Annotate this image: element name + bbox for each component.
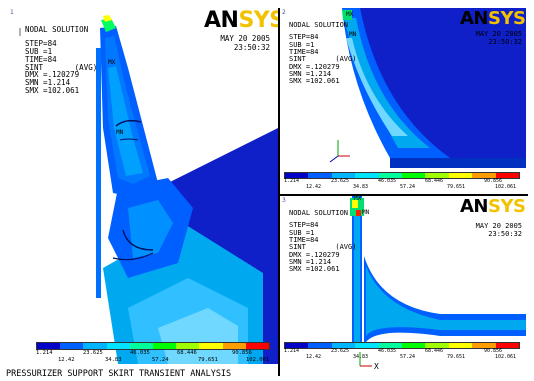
info-dmx: DMX =.120279: [25, 70, 80, 80]
info-sint: SINT (AVG): [25, 62, 98, 72]
axis-triad-3: [359, 352, 372, 367]
legend-color-bar: [284, 342, 520, 349]
plot-caption: PRESSURIZER SUPPORT SKIRT TRANSIENT ANAL…: [6, 369, 232, 379]
contour-legend-2: 1.214 23.625 46.035 68.446 90.856 12.42 …: [284, 172, 520, 190]
axis-label-x-3: X: [374, 362, 379, 371]
ansys-logo-1: ANSYS: [204, 8, 278, 33]
vertical-divider: [278, 8, 280, 376]
contour-legend-3: 1.214 23.625 46.035 68.446 90.856 12.42 …: [284, 342, 520, 360]
viewport-1[interactable]: 1 NODAL SOLUTION STEP=84 SUB =1 TIME=84 …: [8, 8, 278, 364]
date-block-2: MAY 20 2005 23:50:32: [475, 30, 522, 47]
info-smx: SMX =102.061: [25, 86, 80, 96]
legend-color-bar: [284, 172, 520, 179]
viewport-number-1: 1: [10, 9, 14, 16]
fea-model-skirt-3: [350, 196, 526, 367]
marker-mn-1: MN: [116, 129, 124, 136]
fea-model-skirt-2: [329, 8, 526, 168]
ansys-logo-2: ANSYS: [460, 8, 526, 29]
viewport-number-2: 2: [282, 9, 286, 16]
marker-mn-2: MN: [349, 31, 357, 38]
date-block-3: MAY 20 2005 23:50:32: [475, 222, 522, 239]
legend-color-bar: [36, 342, 270, 350]
viewport-3[interactable]: 3 NODAL SOLUTION STEP=84 SUB =1 TIME=84 …: [280, 196, 526, 376]
info-time: TIME=84: [25, 54, 57, 64]
viewport-2[interactable]: 2 NODAL SOLUTION STEP=84 SUB =1 TIME=84 …: [280, 8, 526, 194]
marker-mn-3: MN: [362, 209, 370, 216]
info-block-3: NODAL SOLUTION STEP=84 SUB =1 TIME=84 SI…: [289, 209, 357, 274]
date-block-1: MAY 20 2005 23:50:32: [220, 34, 270, 52]
info-block-1: NODAL SOLUTION STEP=84 SUB =1 TIME=84 SI…: [25, 26, 97, 95]
info-smn: SMN =1.214: [25, 78, 71, 88]
info-sub: SUB =1: [25, 46, 53, 56]
ansys-logo-3: ANSYS: [460, 196, 526, 217]
contour-legend-1: 1.214 23.625 46.035 68.446 90.856 12.42 …: [36, 342, 270, 363]
info-block-2: NODAL SOLUTION STEP=84 SUB =1 TIME=84 SI…: [289, 21, 357, 86]
viewport-number-3: 3: [282, 197, 286, 204]
info-title: NODAL SOLUTION: [25, 25, 89, 34]
marker-mx-2: MX: [346, 11, 354, 18]
info-step: STEP=84: [25, 38, 57, 48]
horizontal-divider: [278, 194, 528, 196]
marker-mx-3: MX: [354, 196, 362, 202]
marker-mx-1: MX: [108, 59, 116, 66]
axis-triad-2: [329, 140, 350, 163]
